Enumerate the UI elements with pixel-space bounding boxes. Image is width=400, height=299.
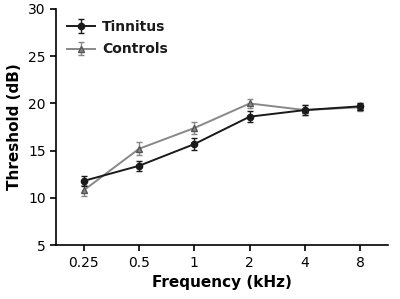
Legend: Tinnitus, Controls: Tinnitus, Controls <box>63 16 172 61</box>
Y-axis label: Threshold (dB): Threshold (dB) <box>8 64 22 190</box>
X-axis label: Frequency (kHz): Frequency (kHz) <box>152 275 292 290</box>
